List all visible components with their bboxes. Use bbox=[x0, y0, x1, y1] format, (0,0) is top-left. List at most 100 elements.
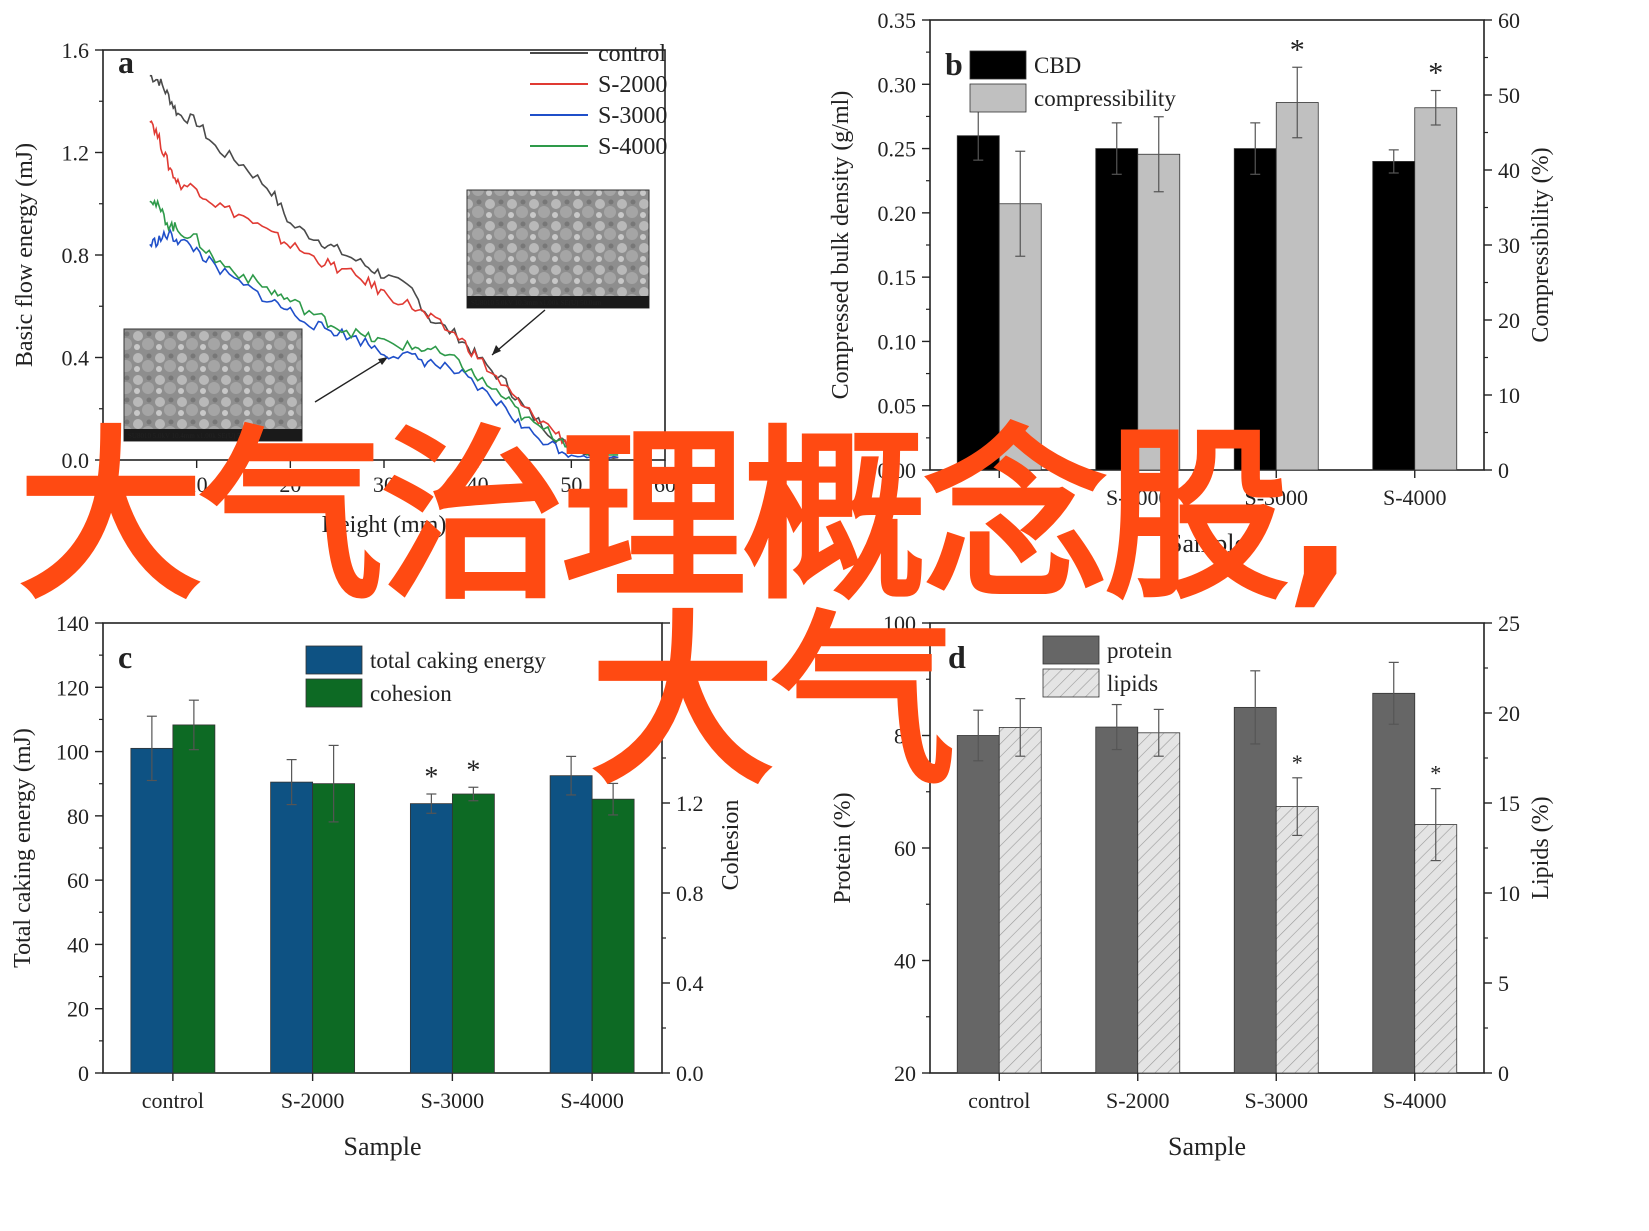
panel-b-right-tick-label: 40 bbox=[1498, 158, 1520, 183]
panel-d-legend-swatch bbox=[1042, 635, 1100, 665]
panel-b-significance-star: * bbox=[1290, 33, 1305, 66]
panel-a-x-tick-label: 10 bbox=[186, 472, 208, 497]
panel-a-x-tick-label: 60 bbox=[654, 472, 676, 497]
panel-a-legend-label: S-3000 bbox=[598, 103, 667, 129]
panel-d-left-tick-label: 60 bbox=[894, 836, 916, 861]
panel-a-left-tick-label: 1.6 bbox=[62, 38, 90, 63]
panel-a-series-line-S-3000 bbox=[149, 228, 619, 460]
panel-a-y-axis-label: Basic flow energy (mJ) bbox=[12, 143, 38, 367]
panel-c-bar-cohesion bbox=[451, 793, 495, 1074]
panel-a-left-tick-label: 0.0 bbox=[62, 448, 90, 473]
panel-a-sem-inset-caption-bar bbox=[124, 429, 302, 441]
panel-d-legend-swatch bbox=[1042, 668, 1100, 698]
panel-b-bar-CBD bbox=[1233, 148, 1277, 471]
panel-d-bar-lipids bbox=[1137, 732, 1181, 1074]
panel-b-x-tick-label: control bbox=[968, 485, 1030, 510]
panel-b-right-tick-label: 20 bbox=[1498, 308, 1520, 333]
panel-d-right-tick-label: 25 bbox=[1498, 611, 1520, 636]
panel-b-bar-compressibility bbox=[1275, 102, 1319, 471]
panel-c-x-tick-label: control bbox=[142, 1088, 204, 1113]
panel-d-bar-lipids bbox=[1275, 806, 1319, 1074]
panel-d-right-tick-label: 0 bbox=[1498, 1061, 1509, 1086]
panel-d-x-tick-label: S-2000 bbox=[1106, 1088, 1170, 1113]
panel-b-bar-CBD bbox=[1372, 161, 1416, 471]
panel-c-left-tick-label: 60 bbox=[67, 868, 89, 893]
panel-d-y2-axis-label: Lipids (%) bbox=[1528, 796, 1554, 899]
panel-b-right-tick-label: 10 bbox=[1498, 383, 1520, 408]
panel-b-panel-letter: b bbox=[945, 46, 963, 82]
panel-a-x-tick-label: 40 bbox=[467, 472, 489, 497]
panel-c-bar-cohesion bbox=[591, 798, 635, 1074]
panel-a-panel-letter: a bbox=[118, 44, 134, 80]
panel-d-chart: 20 40 60 80 100 0 5 10 15 20 25 control S-2000 S-3000… bbox=[830, 611, 1554, 1161]
panel-c-panel-letter: c bbox=[118, 639, 132, 675]
panel-a-x-tick-label: 30 bbox=[373, 472, 395, 497]
panel-c-left-tick-label: 120 bbox=[56, 675, 89, 700]
panel-a-series-line-S-4000 bbox=[149, 198, 619, 457]
panel-a-sem-inset-image: SU8010 5.0kV 10.3mm x1.00k SE(U) 50.0um bbox=[466, 189, 650, 309]
panel-c-left-tick-label: 100 bbox=[56, 740, 89, 765]
panel-c-legend-label: total caking energy bbox=[370, 648, 546, 673]
panel-b-y2-axis-label: Compressibility (%) bbox=[1528, 147, 1554, 342]
panel-c-left-tick-label: 80 bbox=[67, 804, 89, 829]
panel-d-x-tick-label: S-4000 bbox=[1383, 1088, 1447, 1113]
panel-c-chart: 0 20 40 60 80 100 120 140 0.0 0.4 0.8 1.2 control S-2… bbox=[10, 611, 744, 1161]
panel-c-left-tick-label: 20 bbox=[67, 997, 89, 1022]
panel-a-left-tick-label: 0.4 bbox=[62, 346, 90, 371]
panel-a-chart: 0.0 0.4 0.8 1.2 1.6 10 20 30 40 50 60 Height (mm) Ba… bbox=[12, 38, 676, 538]
panel-c-right-tick-label: 1.2 bbox=[676, 791, 704, 816]
panel-b-left-tick-label: 0.30 bbox=[878, 72, 917, 97]
panel-c-x-axis-label: Sample bbox=[344, 1132, 422, 1161]
panel-d-bar-protein bbox=[1095, 726, 1139, 1074]
panel-d-right-tick-label: 10 bbox=[1498, 881, 1520, 906]
panel-a-inset-arrow bbox=[491, 309, 546, 356]
panel-b-legend-swatch bbox=[969, 50, 1027, 80]
panel-d-bar-lipids bbox=[1414, 824, 1458, 1074]
panel-c-left-tick-label: 40 bbox=[67, 932, 89, 957]
panel-c-legend-swatch bbox=[305, 678, 363, 708]
panel-d-legend-label: protein bbox=[1107, 638, 1173, 663]
panel-c-significance-star: * bbox=[466, 755, 480, 786]
panel-d-bar-protein bbox=[956, 735, 1000, 1074]
panel-b-left-tick-label: 0.10 bbox=[878, 329, 917, 354]
panel-d-x-axis-label: Sample bbox=[1168, 1132, 1246, 1161]
panel-b-significance-star: * bbox=[1428, 57, 1443, 90]
panel-b-x-tick-label: S-4000 bbox=[1383, 485, 1447, 510]
panel-d-left-tick-label: 100 bbox=[883, 611, 916, 636]
panel-b-bar-compressibility bbox=[1137, 153, 1181, 471]
panel-c-legend-swatch bbox=[305, 645, 363, 675]
panel-a-left-tick-label: 1.2 bbox=[62, 141, 90, 166]
panel-a-x-tick-label: 50 bbox=[560, 472, 582, 497]
panel-b-legend-label: compressibility bbox=[1034, 86, 1176, 111]
panel-b-left-tick-label: 0.15 bbox=[878, 265, 917, 290]
panel-d-x-tick-label: control bbox=[968, 1088, 1030, 1113]
panel-a-left-tick-label: 0.8 bbox=[62, 243, 90, 268]
panel-b-chart: 0.00 0.05 0.10 0.15 0.20 0.25 0.30 0.35 0 10 20 30 4… bbox=[828, 8, 1554, 558]
overlay-headline-line2: 大气 bbox=[590, 594, 956, 810]
panel-a-inset-arrow bbox=[314, 356, 389, 403]
panel-c-bar-total-caking-energy bbox=[270, 781, 314, 1074]
panel-d-panel-letter: d bbox=[948, 639, 966, 675]
panel-c-bar-cohesion bbox=[172, 724, 216, 1074]
panel-a-sem-inset-caption: SU8010 5.0kV 10.4mm x1.00k SE(U) 50.0um bbox=[128, 432, 259, 440]
panel-d-significance-star: * bbox=[1292, 750, 1303, 775]
panel-d-y-axis-label: Protein (%) bbox=[830, 792, 856, 903]
panel-b-x-tick-label: S-3000 bbox=[1244, 485, 1308, 510]
panel-c-x-tick-label: S-3000 bbox=[421, 1088, 485, 1113]
panel-b-right-tick-label: 50 bbox=[1498, 83, 1520, 108]
panel-c-right-tick-label: 0.8 bbox=[676, 881, 704, 906]
panel-c-right-tick-label: 0.4 bbox=[676, 971, 704, 996]
panel-a-series-line-control bbox=[149, 74, 619, 460]
panel-c-legend-label: cohesion bbox=[370, 681, 452, 706]
panel-c-bar-total-caking-energy bbox=[409, 803, 453, 1074]
panel-d-left-tick-label: 80 bbox=[894, 724, 916, 749]
panel-b-right-tick-label: 0 bbox=[1498, 458, 1509, 483]
panel-c-x-tick-label: S-2000 bbox=[281, 1088, 345, 1113]
panel-d-left-tick-label: 20 bbox=[894, 1061, 916, 1086]
panel-c-left-tick-label: 140 bbox=[56, 611, 89, 636]
panel-c-left-tick-label: 0 bbox=[78, 1061, 89, 1086]
panel-a-legend-label: S-4000 bbox=[598, 134, 667, 160]
panel-a-sem-inset-image: SU8010 5.0kV 10.4mm x1.00k SE(U) 50.0um bbox=[123, 328, 303, 442]
